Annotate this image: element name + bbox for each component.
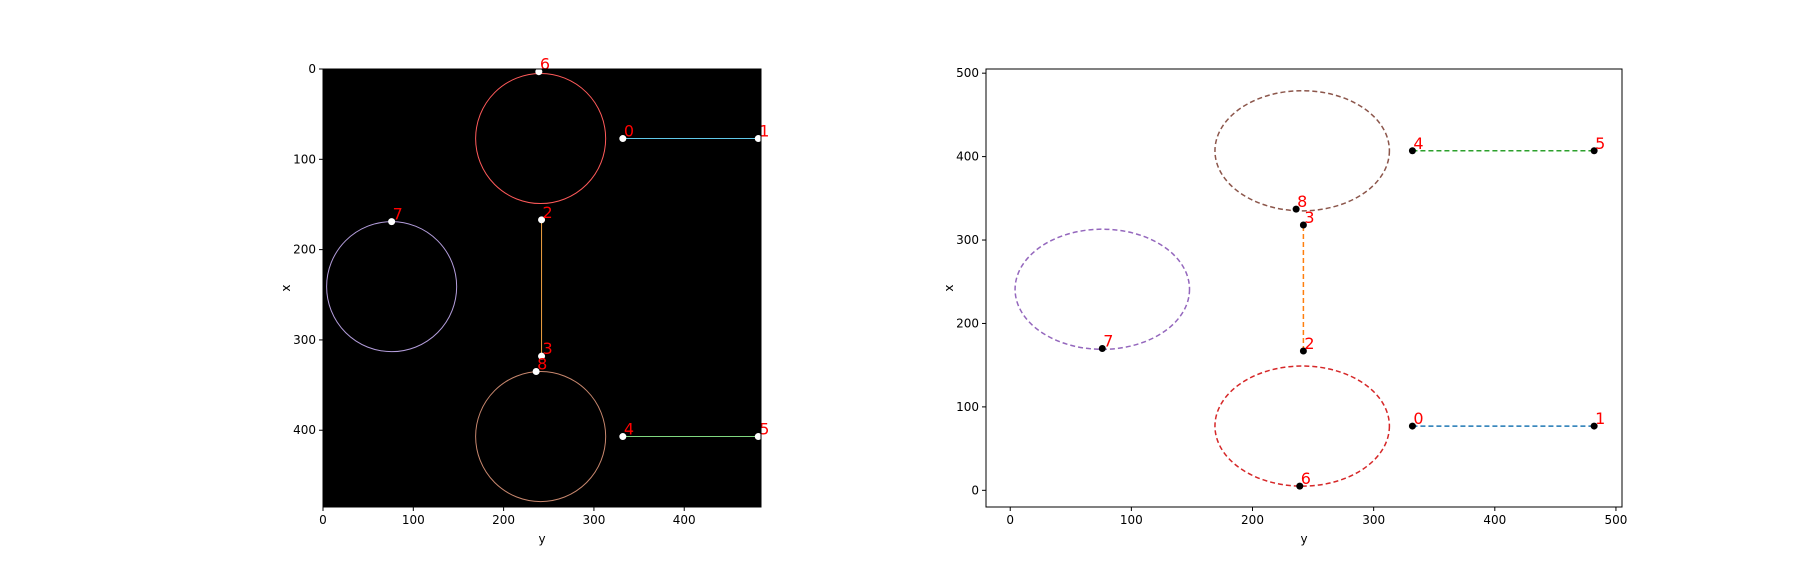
point-label-4: 4 <box>1413 134 1423 153</box>
y-tick-label-400: 400 <box>956 150 979 164</box>
y-tick-label-100: 100 <box>956 400 979 414</box>
y-tick-label-0: 0 <box>971 483 979 497</box>
point-6 <box>535 68 543 76</box>
x-tick-label-200: 200 <box>1241 513 1264 527</box>
point-label-2: 2 <box>1304 334 1314 353</box>
circle-contour-2 <box>1214 89 1391 212</box>
y-tick-label-300: 300 <box>956 233 979 247</box>
point-7 <box>1098 344 1106 352</box>
point-8 <box>532 368 540 376</box>
point-label-7: 7 <box>393 205 403 224</box>
x-axis-label: y <box>538 532 545 546</box>
y-tick-label-100: 100 <box>293 152 316 166</box>
x-tick-label-0: 0 <box>319 513 327 527</box>
left-panel-image: 0 1 2 3 4 5 6 7 8 0 100 200 300 400 0 100 200 300 400 y x <box>279 55 769 546</box>
point-label-4: 4 <box>624 420 634 439</box>
point-label-8: 8 <box>537 355 547 374</box>
x-tick-label-400: 400 <box>673 513 696 527</box>
point-4 <box>1408 147 1416 155</box>
circle-contour-2 <box>475 371 607 503</box>
point-label-5: 5 <box>759 420 769 439</box>
x-tick-label-100: 100 <box>1120 513 1143 527</box>
x-tick-label-100: 100 <box>402 513 425 527</box>
point-0 <box>1408 422 1416 430</box>
y-tick-label-500: 500 <box>956 66 979 80</box>
x-tick-label-300: 300 <box>582 513 605 527</box>
y-tick-label-200: 200 <box>956 316 979 330</box>
x-tick-label-200: 200 <box>492 513 515 527</box>
point-5 <box>754 433 762 441</box>
point-label-3: 3 <box>1304 208 1314 227</box>
x-tick-label-0: 0 <box>1006 513 1014 527</box>
point-2 <box>1299 347 1307 355</box>
y-tick-label-400: 400 <box>293 423 316 437</box>
point-0 <box>619 135 627 143</box>
point-label-5: 5 <box>1595 134 1605 153</box>
right-panel-plot: 0 1 2 3 4 5 6 7 8 0 100 200 300 400 500 0 100 200 300 400 50… <box>942 66 1627 546</box>
x-tick-label-500: 500 <box>1604 513 1627 527</box>
y-tick-label-200: 200 <box>293 243 316 257</box>
point-label-6: 6 <box>540 55 550 74</box>
y-tick-label-300: 300 <box>293 333 316 347</box>
point-3 <box>538 352 546 360</box>
point-4 <box>619 433 627 441</box>
x-axis-label: y <box>1300 532 1307 546</box>
point-5 <box>1590 147 1598 155</box>
point-label-1: 1 <box>1595 409 1605 428</box>
x-tick-label-300: 300 <box>1362 513 1385 527</box>
axes-frame <box>322 68 762 508</box>
point-6 <box>1296 482 1304 490</box>
x-tick-label-400: 400 <box>1483 513 1506 527</box>
point-2 <box>538 216 546 224</box>
point-label-7: 7 <box>1103 331 1113 350</box>
point-1 <box>1590 422 1598 430</box>
axes-frame <box>985 68 1623 508</box>
point-label-0: 0 <box>1413 409 1423 428</box>
y-axis-label: x <box>942 284 956 291</box>
point-label-3: 3 <box>543 339 553 358</box>
plot-area <box>986 69 1622 507</box>
y-tick-label-0: 0 <box>308 62 316 76</box>
point-7 <box>388 218 396 226</box>
y-axis-label: x <box>279 284 293 291</box>
point-label-6: 6 <box>1301 469 1311 488</box>
point-label-2: 2 <box>543 203 553 222</box>
point-3 <box>1299 221 1307 229</box>
point-1 <box>754 135 762 143</box>
point-label-1: 1 <box>759 122 769 141</box>
point-8 <box>1292 205 1300 213</box>
point-label-0: 0 <box>624 122 634 141</box>
point-label-8: 8 <box>1297 192 1307 211</box>
